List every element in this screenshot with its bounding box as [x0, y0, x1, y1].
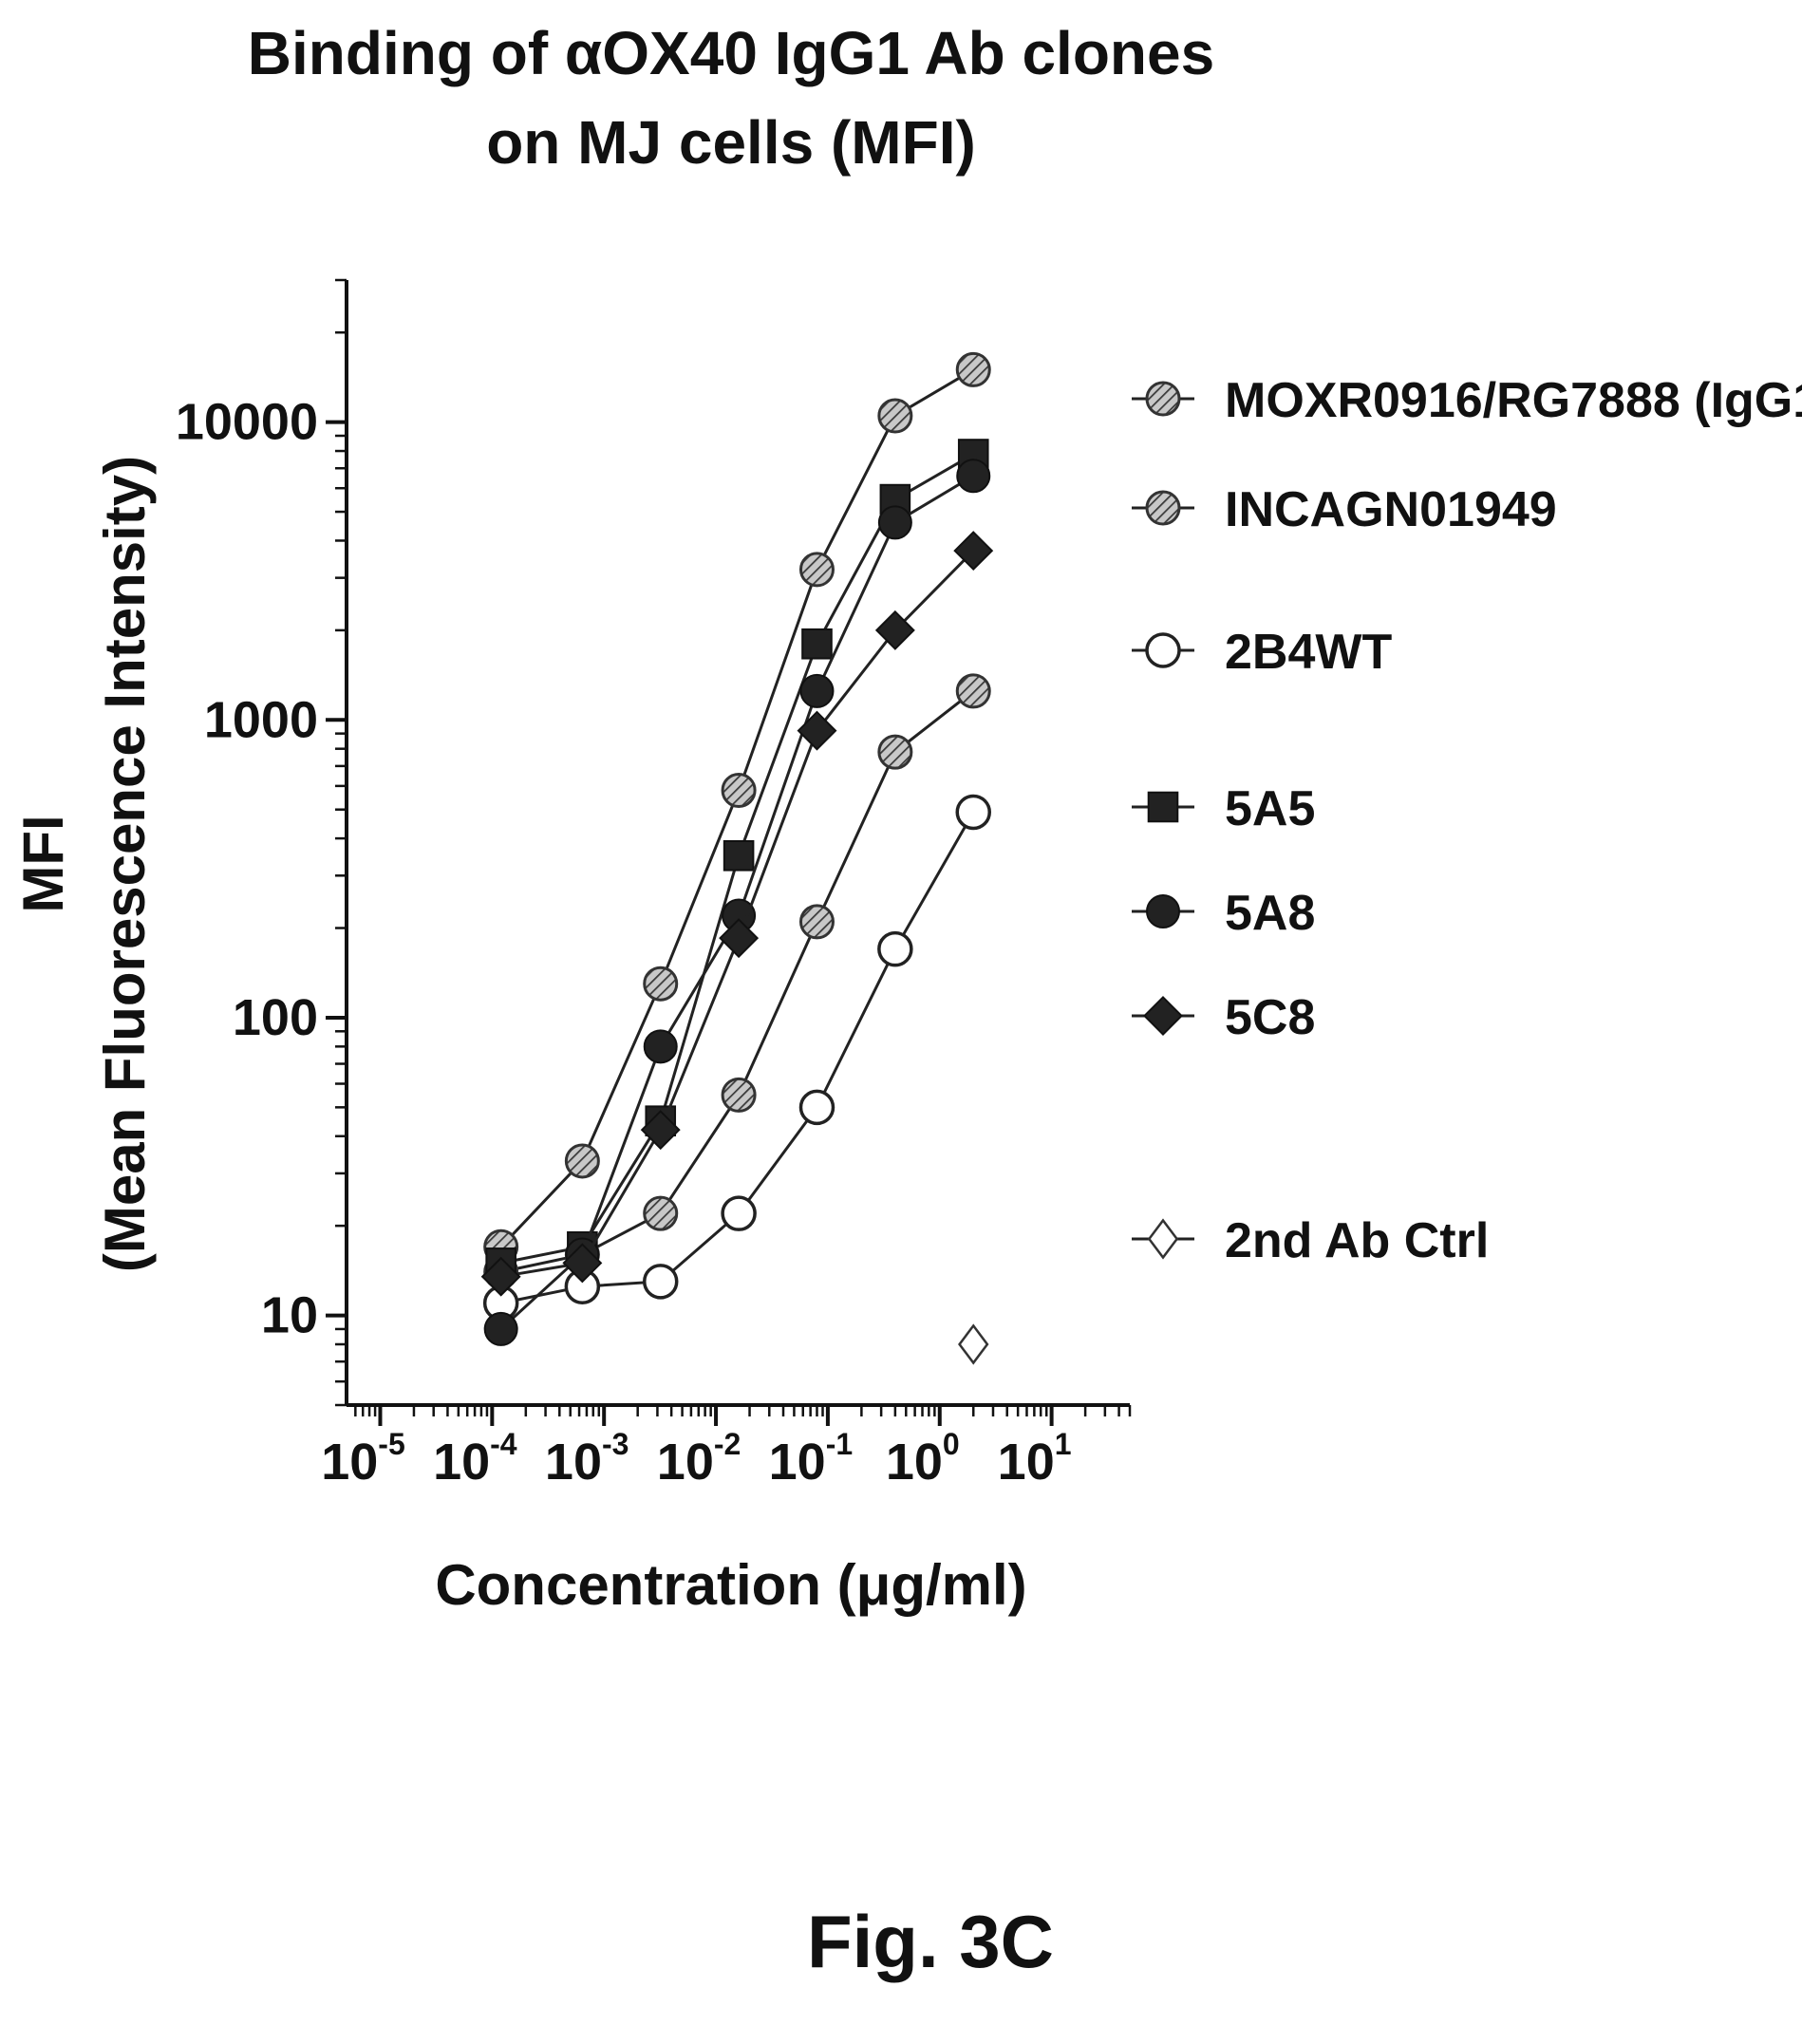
legend-item: 5A5: [1132, 781, 1315, 836]
x-tick-label: 100: [886, 1427, 960, 1491]
legend-item: 5C8: [1132, 990, 1315, 1045]
y-tick-label: 100: [233, 989, 318, 1046]
data-point: [955, 351, 991, 387]
data-point: [723, 839, 755, 872]
data-point: [953, 531, 994, 572]
data-point: [958, 1323, 989, 1365]
data-point: [721, 1195, 757, 1231]
series-0: [483, 351, 991, 1265]
data-point: [643, 1195, 679, 1231]
x-tick-label: 10-5: [321, 1427, 405, 1491]
legend-marker: [1147, 1218, 1179, 1260]
legend-item: MOXR0916/RG7888 (IgG1): [1132, 373, 1802, 428]
data-point: [643, 966, 679, 1002]
data-point: [877, 930, 913, 967]
data-point: [719, 918, 760, 959]
data-point: [877, 505, 912, 540]
chart-title-line-2: on MJ cells (MFI): [486, 108, 976, 177]
chart-title-line-1: Binding of αOX40 IgG1 Ab clones: [248, 19, 1214, 87]
data-point: [798, 1089, 835, 1126]
legend-label: 5A8: [1225, 886, 1315, 941]
legend-label: 5A5: [1225, 781, 1315, 836]
data-point: [480, 1256, 521, 1297]
y-axis-label-line-1: MFI: [11, 815, 75, 912]
y-tick-label: 10: [261, 1287, 318, 1344]
data-point: [564, 1143, 600, 1179]
data-point: [877, 734, 913, 770]
y-tick-label: 10000: [176, 394, 318, 451]
legend-label: 5C8: [1225, 990, 1315, 1045]
legend-item: INCAGN01949: [1132, 482, 1557, 537]
x-tick-label: 10-3: [545, 1427, 629, 1491]
axes: [326, 278, 1132, 1426]
legend-label: MOXR0916/RG7888 (IgG1): [1225, 373, 1802, 428]
data-point: [721, 772, 757, 808]
legend-marker: [1145, 490, 1181, 526]
data-point: [955, 673, 991, 709]
x-tick-labels: 10-5 10-4 10-3 10-2 10-1 100 101: [321, 1427, 1071, 1491]
series-2: [482, 794, 991, 1322]
data-point: [801, 628, 833, 660]
data-point: [797, 710, 837, 751]
legend-item: 5A8: [1132, 886, 1315, 941]
x-axis-label: Concentration (μg/ml): [435, 1553, 1026, 1617]
data-point: [798, 904, 835, 940]
legend-marker: [1147, 791, 1179, 823]
x-tick-label: 10-4: [433, 1427, 517, 1491]
legend-marker: [1145, 381, 1181, 417]
plot-area: [480, 351, 994, 1365]
y-tick-labels: 10 100 1000 10000: [176, 394, 318, 1344]
series-5: [480, 531, 994, 1297]
data-point: [642, 1264, 679, 1300]
legend-marker: [1146, 894, 1180, 928]
legend-item: 2nd Ab Ctrl: [1132, 1213, 1489, 1268]
series-3: [485, 439, 989, 1279]
data-point: [874, 609, 915, 650]
data-point: [643, 1029, 678, 1064]
x-tick-label: 101: [998, 1427, 1072, 1491]
legend-label: INCAGN01949: [1225, 482, 1557, 537]
data-point: [956, 459, 991, 494]
data-point: [640, 1110, 681, 1151]
data-point: [799, 673, 835, 708]
data-point: [798, 552, 835, 588]
x-tick-label: 10-1: [769, 1427, 854, 1491]
series-6: [958, 1323, 989, 1365]
y-axis-label-line-2: (Mean Fluorescence Intensity): [93, 456, 157, 1272]
legend-marker: [1145, 632, 1181, 668]
legend-marker: [1143, 996, 1183, 1036]
legend: MOXR0916/RG7888 (IgG1) INCAGN01949 2B4WT 5A…: [1132, 373, 1802, 1268]
legend-label: 2B4WT: [1225, 625, 1392, 680]
y-tick-label: 1000: [204, 691, 318, 748]
data-point: [562, 1243, 603, 1284]
legend-item: 2B4WT: [1132, 625, 1392, 680]
data-point: [483, 1311, 518, 1346]
data-point: [955, 794, 991, 831]
figure-caption: Fig. 3C: [807, 1900, 1054, 1983]
data-point: [721, 1077, 757, 1113]
x-tick-label: 10-2: [657, 1427, 741, 1491]
legend-label: 2nd Ab Ctrl: [1225, 1213, 1489, 1268]
data-point: [877, 398, 913, 434]
